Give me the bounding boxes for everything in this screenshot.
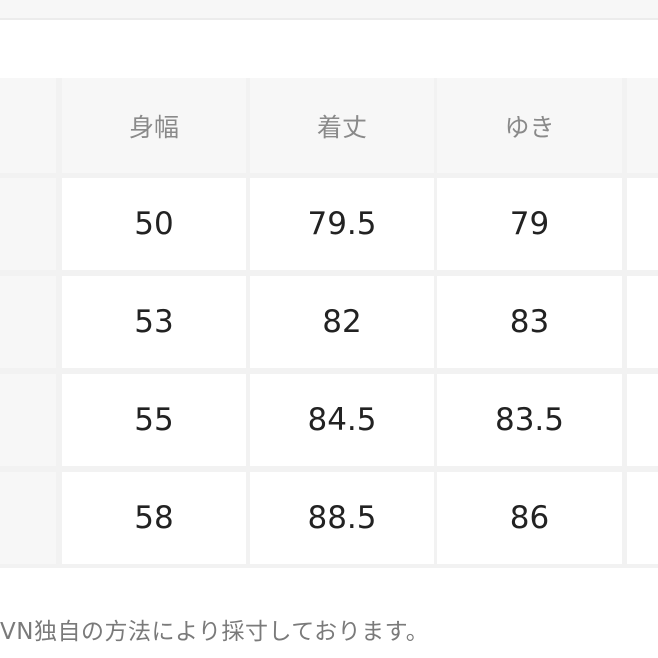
top-band	[0, 0, 658, 20]
table-cell: 83	[437, 276, 622, 368]
table-cell	[0, 276, 56, 368]
table-cell: 79	[437, 178, 622, 270]
table-cell: 83.5	[437, 374, 622, 466]
table-cell	[627, 178, 658, 270]
table-cell: 58	[62, 472, 246, 564]
header-cell: 着丈	[250, 78, 434, 173]
header-cell: 身幅	[62, 78, 246, 173]
table-cell: 55	[62, 374, 246, 466]
table-cell: 84.5	[250, 374, 434, 466]
table-cell	[0, 178, 56, 270]
table-cell: 53	[62, 276, 246, 368]
table-cell: 86	[437, 472, 622, 564]
table-cell	[0, 472, 56, 564]
measurement-note: VN独自の方法により採寸しております。	[0, 619, 430, 645]
size-table: 身幅 着丈 ゆき 50 79.5 79 53 82 83 55 84.5 83.5 58 88.5 86	[0, 78, 658, 568]
header-cell	[0, 78, 56, 173]
header-cell	[627, 78, 658, 173]
header-cell: ゆき	[437, 78, 622, 173]
table-cell: 82	[250, 276, 434, 368]
table-cell	[627, 276, 658, 368]
table-cell	[0, 374, 56, 466]
table-cell: 88.5	[250, 472, 434, 564]
table-cell: 50	[62, 178, 246, 270]
table-cell: 79.5	[250, 178, 434, 270]
table-cell	[627, 472, 658, 564]
table-cell	[627, 374, 658, 466]
